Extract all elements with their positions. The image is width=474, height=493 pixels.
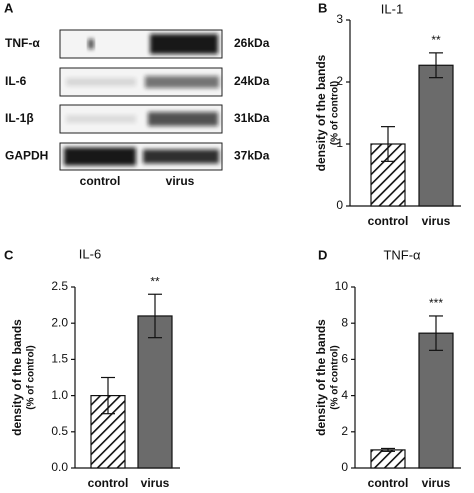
y-tick-label: 1 (336, 136, 343, 150)
y-tick-label: 0.0 (51, 460, 68, 474)
blot-lane-label: control (80, 174, 121, 188)
y-axis-label: density of the bands (10, 319, 24, 436)
panel-letter: B (318, 0, 327, 15)
y-tick-label: 2 (336, 74, 343, 88)
blot-size-label: 37kDa (234, 149, 270, 163)
blot-size-label: 26kDa (234, 36, 270, 50)
y-tick-label: 0.5 (51, 424, 68, 438)
y-tick-label: 0 (336, 198, 343, 212)
bar (370, 449, 406, 469)
y-tick-label: 1.0 (51, 388, 68, 402)
blot-lane-label: virus (166, 174, 195, 188)
blot-band (143, 149, 219, 164)
x-tick-label: virus (141, 476, 170, 490)
panel-letter: A (4, 0, 14, 15)
blot-band (145, 76, 219, 88)
significance-label: *** (429, 296, 443, 310)
bar (137, 315, 173, 469)
blot-band (66, 115, 136, 123)
panel-letter: C (4, 247, 14, 262)
chart-title: IL-6 (79, 246, 101, 261)
y-axis-label: density of the bands (314, 319, 328, 436)
y-tick-label: 1.5 (51, 352, 68, 366)
blot-band (88, 39, 94, 49)
y-tick-label: 2.5 (51, 279, 68, 293)
y-tick-label: 0 (341, 460, 348, 474)
x-tick-label: control (88, 476, 129, 490)
blot-row-label: IL-1β (5, 111, 34, 125)
significance-label: ** (150, 274, 160, 288)
chart-title: TNF-α (383, 247, 421, 262)
blot-band (64, 147, 136, 166)
blot-size-label: 24kDa (234, 74, 270, 88)
blot-band (150, 34, 218, 54)
x-tick-label: virus (422, 214, 451, 228)
x-tick-label: virus (422, 476, 451, 490)
blot-size-label: 31kDa (234, 111, 270, 125)
y-tick-label: 8 (341, 315, 348, 329)
y-axis-label: (% of control) (330, 81, 341, 145)
significance-label: ** (431, 33, 441, 47)
blot-row-label: TNF-α (5, 36, 40, 50)
bar (418, 64, 454, 207)
blot-row-label: IL-6 (5, 74, 27, 88)
y-tick-label: 10 (335, 279, 349, 293)
y-tick-label: 4 (341, 388, 348, 402)
blot-row-label: GAPDH (5, 149, 48, 163)
x-tick-label: control (368, 476, 409, 490)
chart-title: IL-1 (381, 1, 403, 16)
x-tick-label: control (368, 214, 409, 228)
bar (418, 332, 454, 469)
y-tick-label: 2.0 (51, 315, 68, 329)
blot-band (148, 112, 218, 126)
y-tick-label: 2 (341, 424, 348, 438)
y-tick-label: 6 (341, 352, 348, 366)
blot-band (66, 78, 136, 86)
panel-letter: D (318, 247, 327, 262)
y-tick-label: 3 (336, 12, 343, 26)
y-axis-label: (% of control) (26, 345, 37, 409)
y-axis-label: (% of control) (330, 345, 341, 409)
y-axis-label: density of the bands (314, 54, 328, 171)
